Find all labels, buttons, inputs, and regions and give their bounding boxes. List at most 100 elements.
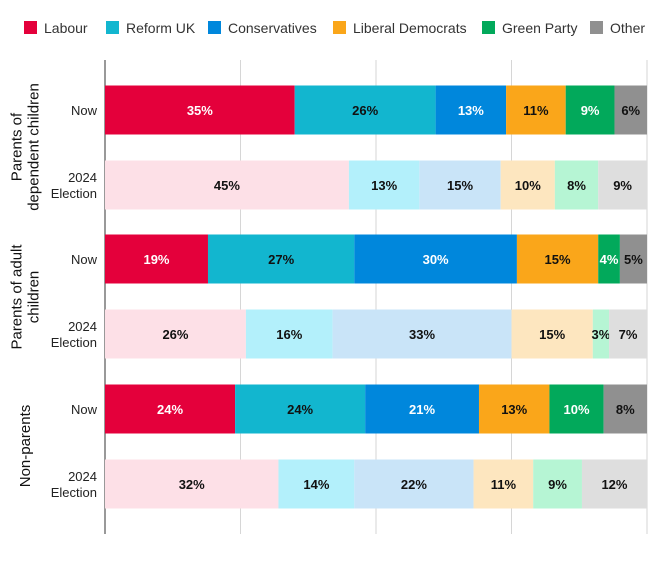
data-label-labour: 35% — [187, 103, 213, 118]
data-label-green-party: 9% — [581, 103, 600, 118]
group-label-parents-of-dependent-children: Parents ofdependent children — [9, 83, 43, 211]
data-label-conservatives: 22% — [401, 477, 427, 492]
bar-segment-other — [598, 160, 647, 210]
row-label-line: Election — [51, 335, 97, 350]
data-label-conservatives: 33% — [409, 327, 435, 342]
bar-segment-other — [614, 85, 647, 135]
bar-segment-reform-uk — [294, 85, 436, 135]
data-label-green-party: 8% — [567, 178, 586, 193]
data-label-liberal-democrats: 13% — [501, 402, 527, 417]
data-label-labour: 45% — [214, 178, 240, 193]
bar-segment-other — [609, 309, 647, 359]
data-label-other: 8% — [616, 402, 635, 417]
data-label-green-party: 4% — [600, 252, 619, 267]
legend-swatch-other — [590, 21, 603, 34]
data-label-reform-uk: 27% — [268, 252, 294, 267]
data-label-conservatives: 21% — [409, 402, 435, 417]
bar-segment-liberal-democrats — [511, 309, 593, 359]
bar-segment-reform-uk — [245, 309, 333, 359]
legend-label-other: Other — [610, 20, 645, 36]
group-label-parents-of-adult-children: Parents of adultchildren — [9, 244, 43, 350]
bar-segment-green-party — [598, 234, 620, 284]
bar-segment-reform-uk — [207, 234, 355, 284]
data-label-conservatives: 15% — [447, 178, 473, 193]
bar-segment-green-party — [565, 85, 615, 135]
data-label-labour: 24% — [157, 402, 183, 417]
bar-segment-other — [581, 459, 647, 509]
bar-segment-labour — [105, 160, 349, 210]
row-label-2024-election: 2024 Election — [51, 319, 97, 350]
bar-segment-green-party — [592, 309, 610, 359]
data-label-green-party: 9% — [548, 477, 567, 492]
row-label-line: Election — [51, 186, 97, 201]
legend-swatch-reform-uk — [106, 21, 119, 34]
bar-segment-labour — [105, 459, 279, 509]
row-label-line: 2024 — [68, 319, 97, 334]
bar-segment-liberal-democrats — [473, 459, 534, 509]
legend-swatch-labour — [24, 21, 37, 34]
legend-label-liberal-democrats: Liberal Democrats — [353, 20, 467, 36]
row-label-now: Now — [71, 402, 98, 417]
data-label-other: 6% — [621, 103, 640, 118]
group-label-line: dependent children — [26, 83, 43, 211]
data-label-liberal-democrats: 10% — [515, 178, 541, 193]
legend-label-labour: Labour — [44, 20, 88, 36]
row-label-line: Now — [71, 103, 98, 118]
chart-legend: Labour Reform UK Conservatives Liberal Demo… — [24, 20, 645, 36]
bar-segment-liberal-democrats — [506, 85, 566, 135]
row-label-2024-election: 2024 Election — [51, 469, 97, 500]
bar-segment-reform-uk — [278, 459, 355, 509]
data-label-conservatives: 13% — [458, 103, 484, 118]
group-label-line: Parents of — [9, 112, 26, 181]
row-label-line: Election — [51, 485, 97, 500]
group-label-line: Non-parents — [17, 405, 34, 488]
row-label-line: Now — [71, 252, 98, 267]
bar-segment-conservatives — [354, 234, 517, 284]
group-label-line: Parents of adult — [9, 244, 26, 350]
chart-bars: 35% 26% 13% 11% 9% 6% 45% 13% 15% 10% 8% 9% 19% 27% 30… — [105, 85, 647, 509]
data-label-labour: 32% — [179, 477, 205, 492]
legend-label-green-party: Green Party — [502, 20, 577, 36]
legend-swatch-conservatives — [208, 21, 221, 34]
data-label-liberal-democrats: 11% — [523, 103, 549, 118]
data-label-reform-uk: 14% — [303, 477, 329, 492]
bar-segment-conservatives — [435, 85, 507, 135]
chart-gridlines — [104, 60, 648, 534]
data-label-other: 9% — [613, 178, 632, 193]
data-label-other: 7% — [619, 327, 638, 342]
group-label-non-parents: Non-parents — [17, 405, 34, 488]
data-label-reform-uk: 16% — [276, 327, 302, 342]
bar-segment-green-party — [533, 459, 582, 509]
data-label-conservatives: 30% — [423, 252, 449, 267]
bar-segment-liberal-democrats — [516, 234, 599, 284]
bar-segment-labour — [105, 384, 236, 434]
data-label-reform-uk: 24% — [287, 402, 313, 417]
bar-segment-reform-uk — [348, 160, 420, 210]
bar-segment-other — [619, 234, 647, 284]
data-label-reform-uk: 26% — [352, 103, 378, 118]
bar-segment-labour — [105, 234, 208, 284]
data-label-green-party: 3% — [592, 327, 611, 342]
bar-segment-reform-uk — [235, 384, 366, 434]
legend-label-conservatives: Conservatives — [228, 20, 317, 36]
legend-swatch-liberal-democrats — [333, 21, 346, 34]
bar-segment-labour — [105, 309, 246, 359]
row-label-line: Now — [71, 402, 98, 417]
row-label-now: Now — [71, 252, 98, 267]
data-label-liberal-democrats: 11% — [491, 477, 517, 492]
row-label-now: Now — [71, 103, 98, 118]
data-label-other: 5% — [624, 252, 643, 267]
row-label-line: 2024 — [68, 170, 97, 185]
data-label-liberal-democrats: 15% — [545, 252, 571, 267]
data-label-labour: 19% — [143, 252, 169, 267]
data-label-liberal-democrats: 15% — [539, 327, 565, 342]
row-label-2024-election: 2024 Election — [51, 170, 97, 201]
data-label-labour: 26% — [162, 327, 188, 342]
row-label-line: 2024 — [68, 469, 97, 484]
bar-segment-other — [603, 384, 647, 434]
bar-segment-conservatives — [332, 309, 512, 359]
data-label-green-party: 10% — [564, 402, 590, 417]
legend-swatch-green-party — [482, 21, 495, 34]
bar-segment-conservatives — [419, 160, 501, 210]
